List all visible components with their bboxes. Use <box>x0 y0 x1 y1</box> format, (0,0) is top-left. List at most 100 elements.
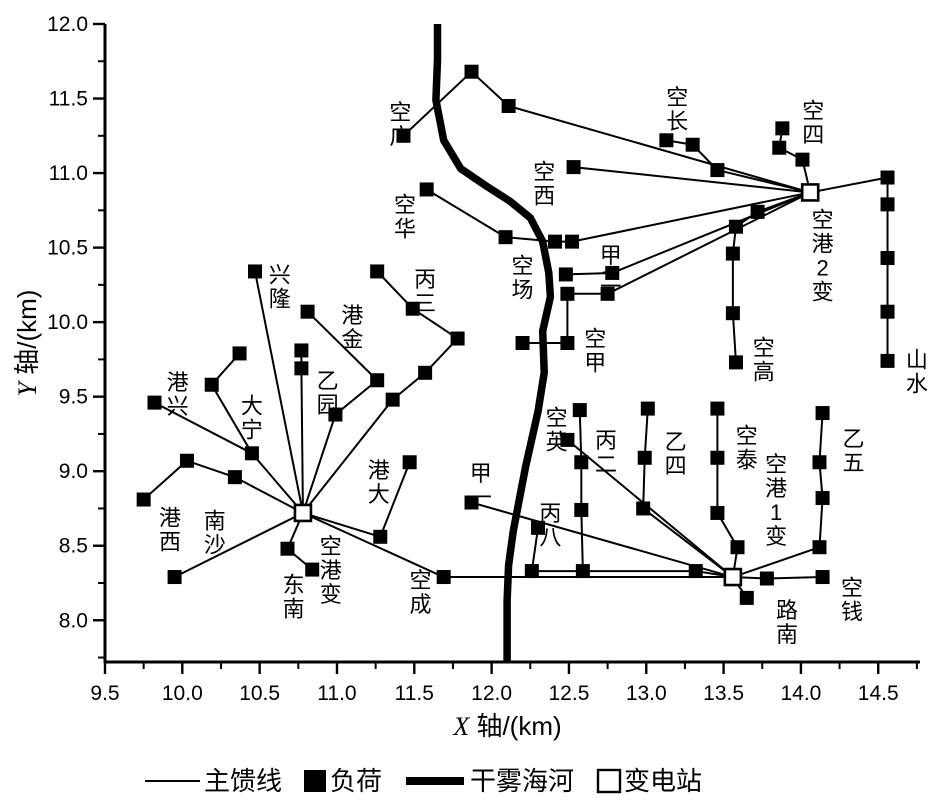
load-marker <box>880 197 895 212</box>
map-label: 大宁 <box>241 394 263 443</box>
map-label: 空甲 <box>584 327 606 376</box>
map-label-char: 二 <box>600 267 622 292</box>
substation-marker <box>293 503 313 523</box>
x-tick-label: 9.5 <box>90 682 119 705</box>
map-label-char: 空 <box>389 100 411 125</box>
legend-label: 干雾海河 <box>470 766 574 796</box>
load-marker <box>739 590 754 605</box>
feeder-line <box>642 507 734 578</box>
load-marker <box>385 392 400 407</box>
map-label-char: 泰 <box>736 447 758 472</box>
load-marker <box>772 140 787 155</box>
feeder-line <box>580 509 584 572</box>
load-marker <box>418 365 433 380</box>
load-marker <box>370 373 385 388</box>
map-label-char: 大 <box>241 394 263 419</box>
load-marker <box>515 336 530 350</box>
load-marker <box>636 501 651 516</box>
map-label-char: 港 <box>812 231 834 256</box>
map-label-char: 兴 <box>167 394 189 419</box>
load-marker <box>464 64 479 79</box>
feeder-line <box>186 459 236 479</box>
substation-marker <box>723 567 743 587</box>
map-label-char: 丙 <box>414 267 436 292</box>
map-label-char: 一 <box>470 485 492 510</box>
feeder-line <box>607 191 811 295</box>
load-marker <box>560 336 575 350</box>
load-marker <box>710 401 725 416</box>
feeder-line <box>818 412 824 463</box>
legend-substation-swatch <box>596 768 622 794</box>
load-marker <box>880 170 895 185</box>
map-label-char: 乙 <box>842 426 864 451</box>
load-marker <box>566 160 581 175</box>
map-label-char: 大 <box>368 482 390 507</box>
load-marker <box>775 121 790 136</box>
map-label-char: 西 <box>159 529 181 554</box>
load-marker <box>373 529 388 544</box>
y-tick-label: 12.0 <box>47 13 88 36</box>
legend: 主馈线 负荷 干雾海河 变电站 <box>145 766 702 796</box>
y-tick-label: 8.5 <box>59 535 88 558</box>
legend-label: 主馈线 <box>204 766 282 796</box>
map-label-char: 钱 <box>841 600 863 625</box>
legend-load-swatch <box>304 770 326 792</box>
map-label-char: 八 <box>539 525 561 550</box>
map-label-char: 变 <box>812 279 834 304</box>
feeder-line <box>210 384 253 454</box>
map-label-char: 空 <box>546 406 568 431</box>
map-label-char: 港 <box>341 303 363 328</box>
load-marker <box>730 540 745 555</box>
load-marker <box>300 304 315 319</box>
map-label-char: 丙 <box>539 501 561 526</box>
x-tick-label: 14.0 <box>780 682 821 705</box>
feeder-line <box>611 191 811 274</box>
map-label-char: 甲 <box>584 351 606 376</box>
map-label-char: 园 <box>317 392 339 417</box>
load-marker <box>280 541 295 556</box>
map-label-char: 长 <box>666 109 688 134</box>
load-marker <box>548 234 563 249</box>
map-label: 甲二 <box>600 243 622 292</box>
map-label: 空场 <box>512 254 534 303</box>
map-label: 乙五 <box>842 426 864 475</box>
feeder-line <box>530 527 540 572</box>
load-marker <box>328 407 343 422</box>
feeder-line <box>412 307 459 340</box>
map-label-char: 成 <box>409 592 431 617</box>
load-marker <box>204 377 219 392</box>
feeder-line <box>766 576 823 580</box>
feeder-line <box>154 401 253 455</box>
map-label-char: 英 <box>546 430 568 455</box>
map-label-char: 空 <box>533 160 555 185</box>
load-marker <box>725 306 740 321</box>
map-label: 兴隆 <box>269 263 291 312</box>
load-marker <box>605 265 620 280</box>
map-label-char: 港 <box>368 458 390 483</box>
map-label-char: 南 <box>776 622 798 647</box>
load-marker <box>436 570 451 585</box>
load-marker <box>565 234 580 249</box>
map-label: 港大 <box>368 458 390 507</box>
map-label: 港金 <box>341 303 363 352</box>
map-label-char: 四 <box>802 123 824 148</box>
load-marker <box>812 455 827 470</box>
map-label: 空成 <box>409 568 431 617</box>
load-marker <box>464 495 479 510</box>
map-label: 空华 <box>394 192 416 241</box>
x-tick-label: 10.5 <box>239 682 280 705</box>
feeder-line <box>302 512 445 578</box>
map-label: 丙八 <box>539 501 561 550</box>
map-label-char: 路 <box>776 598 798 623</box>
x-tick-label: 13.5 <box>703 682 744 705</box>
load-marker <box>396 128 411 143</box>
load-marker <box>501 98 516 113</box>
x-tick-label: 13.0 <box>626 682 667 705</box>
load-marker <box>232 346 247 361</box>
x-tick-label: 14.5 <box>858 682 899 705</box>
feeder-line <box>306 310 378 381</box>
load-marker <box>659 133 674 148</box>
map-label: 空广 <box>389 100 411 149</box>
